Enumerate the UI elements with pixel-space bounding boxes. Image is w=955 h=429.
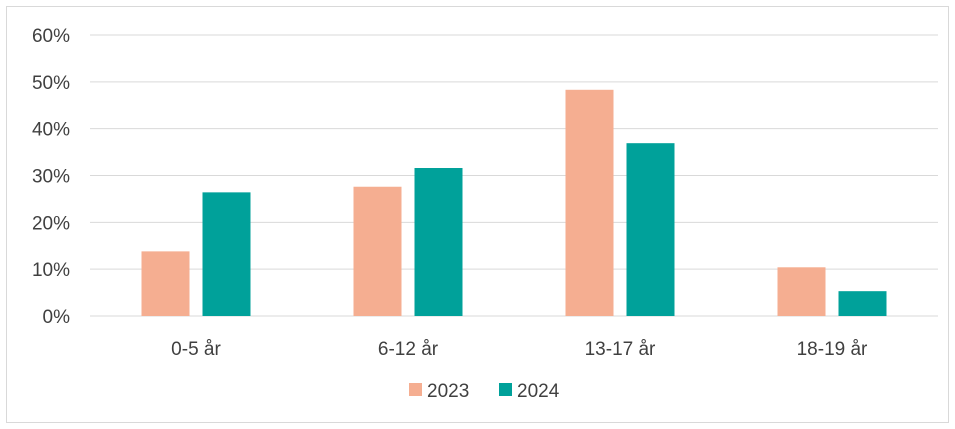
legend-label: 2024 (517, 381, 560, 402)
y-tick-label: 0% (43, 307, 71, 328)
bar-2024-2 (626, 143, 675, 316)
y-tick-label: 10% (32, 260, 70, 281)
bar-2023-0 (141, 251, 190, 316)
legend-swatch-2024 (499, 383, 512, 396)
y-tick-label: 40% (32, 120, 70, 141)
bar-2023-2 (565, 89, 614, 316)
bar-2023-3 (777, 267, 826, 316)
bars (141, 89, 887, 316)
y-tick-label: 60% (32, 26, 70, 47)
bar-2024-1 (414, 168, 463, 316)
y-axis-tick-labels: 0% 10% 20% 30% 40% 50% 60% (32, 26, 70, 328)
y-tick-label: 30% (32, 167, 70, 188)
chart-frame (6, 6, 949, 423)
x-axis-tick-labels: 0-5 år 6-12 år 13-17 år 18-19 år (171, 339, 868, 360)
legend-label: 2023 (427, 381, 469, 402)
legend: 2023 2024 (409, 381, 560, 402)
x-tick-label: 13-17 år (585, 339, 656, 360)
x-tick-label: 6-12 år (378, 339, 439, 360)
x-tick-label: 18-19 år (797, 339, 868, 360)
legend-swatch-2023 (409, 383, 422, 396)
bar-2024-3 (838, 291, 887, 316)
x-tick-label: 0-5 år (171, 339, 221, 360)
y-tick-label: 20% (32, 213, 70, 234)
y-tick-label: 50% (32, 73, 70, 94)
bar-2023-1 (353, 186, 402, 316)
bar-2024-0 (202, 192, 251, 316)
